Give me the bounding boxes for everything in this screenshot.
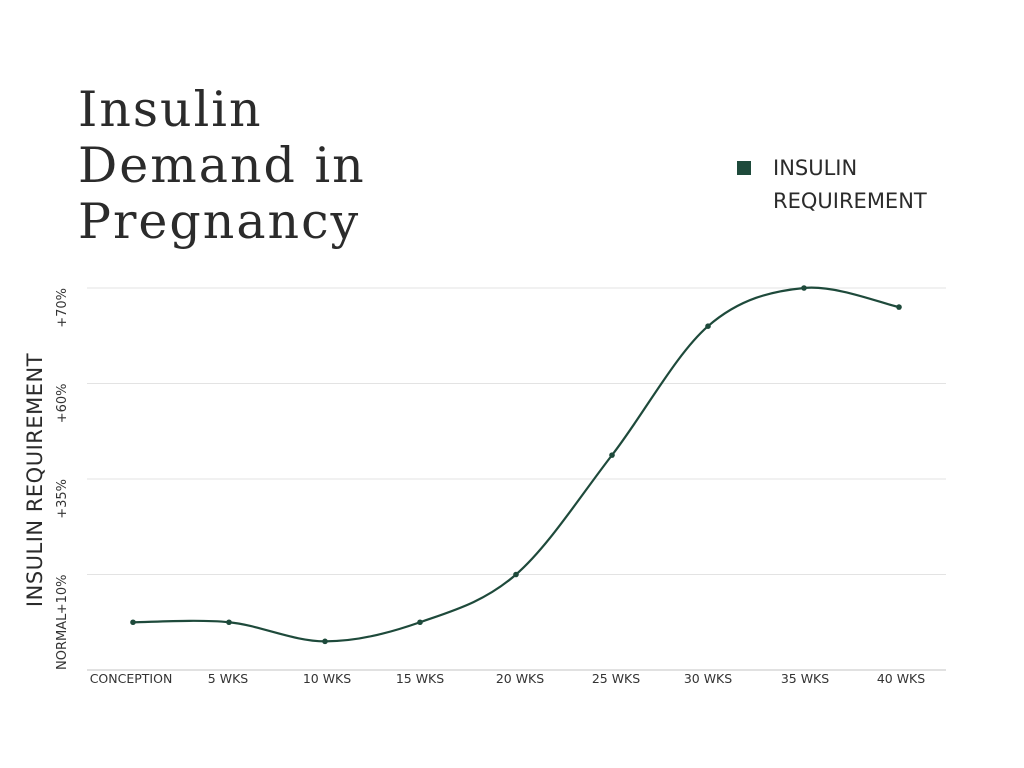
legend-label: INSULIN REQUIREMENT bbox=[773, 156, 927, 213]
y-axis-title: INSULIN REQUIREMENT bbox=[23, 353, 47, 607]
x-tick-label: CONCEPTION bbox=[90, 671, 173, 686]
data-points bbox=[130, 285, 902, 645]
x-tick-label: 30 WKS bbox=[684, 671, 732, 686]
x-tick-label: 35 WKS bbox=[781, 671, 829, 686]
data-point bbox=[417, 619, 423, 626]
legend-swatch bbox=[737, 161, 751, 175]
grid-lines bbox=[87, 287, 946, 671]
x-tick-label: 25 WKS bbox=[592, 671, 640, 686]
x-tick-label: 15 WKS bbox=[396, 671, 444, 686]
y-tick-label: +70% bbox=[55, 288, 70, 328]
data-point bbox=[513, 571, 519, 578]
chart-title: Insulin Demand in Pregnancy bbox=[78, 81, 366, 250]
y-tick-label: NORMAL bbox=[55, 613, 70, 670]
data-point bbox=[322, 638, 328, 645]
y-tick-label: +60% bbox=[55, 384, 70, 424]
y-axis-ticks: NORMAL+10% +35% +60% +70% bbox=[55, 288, 70, 670]
legend: INSULIN REQUIREMENT bbox=[737, 152, 943, 218]
data-point bbox=[609, 452, 615, 458]
series-line-insulin-requirement bbox=[132, 286, 900, 643]
data-point bbox=[896, 304, 902, 310]
x-tick-label: 40 WKS bbox=[877, 671, 925, 686]
x-tick-label: 10 WKS bbox=[303, 671, 351, 686]
data-point bbox=[226, 619, 232, 626]
x-tick-label: 20 WKS bbox=[496, 671, 544, 686]
y-tick-label: +10% bbox=[55, 575, 70, 615]
data-point bbox=[705, 323, 711, 330]
x-tick-label: 5 WKS bbox=[208, 671, 248, 686]
data-point bbox=[130, 619, 136, 626]
y-tick-label: +35% bbox=[55, 479, 70, 519]
x-axis-ticks: CONCEPTION 5 WKS 10 WKS 15 WKS 20 WKS 25 WKS 3… bbox=[90, 671, 926, 686]
data-point bbox=[801, 285, 807, 291]
